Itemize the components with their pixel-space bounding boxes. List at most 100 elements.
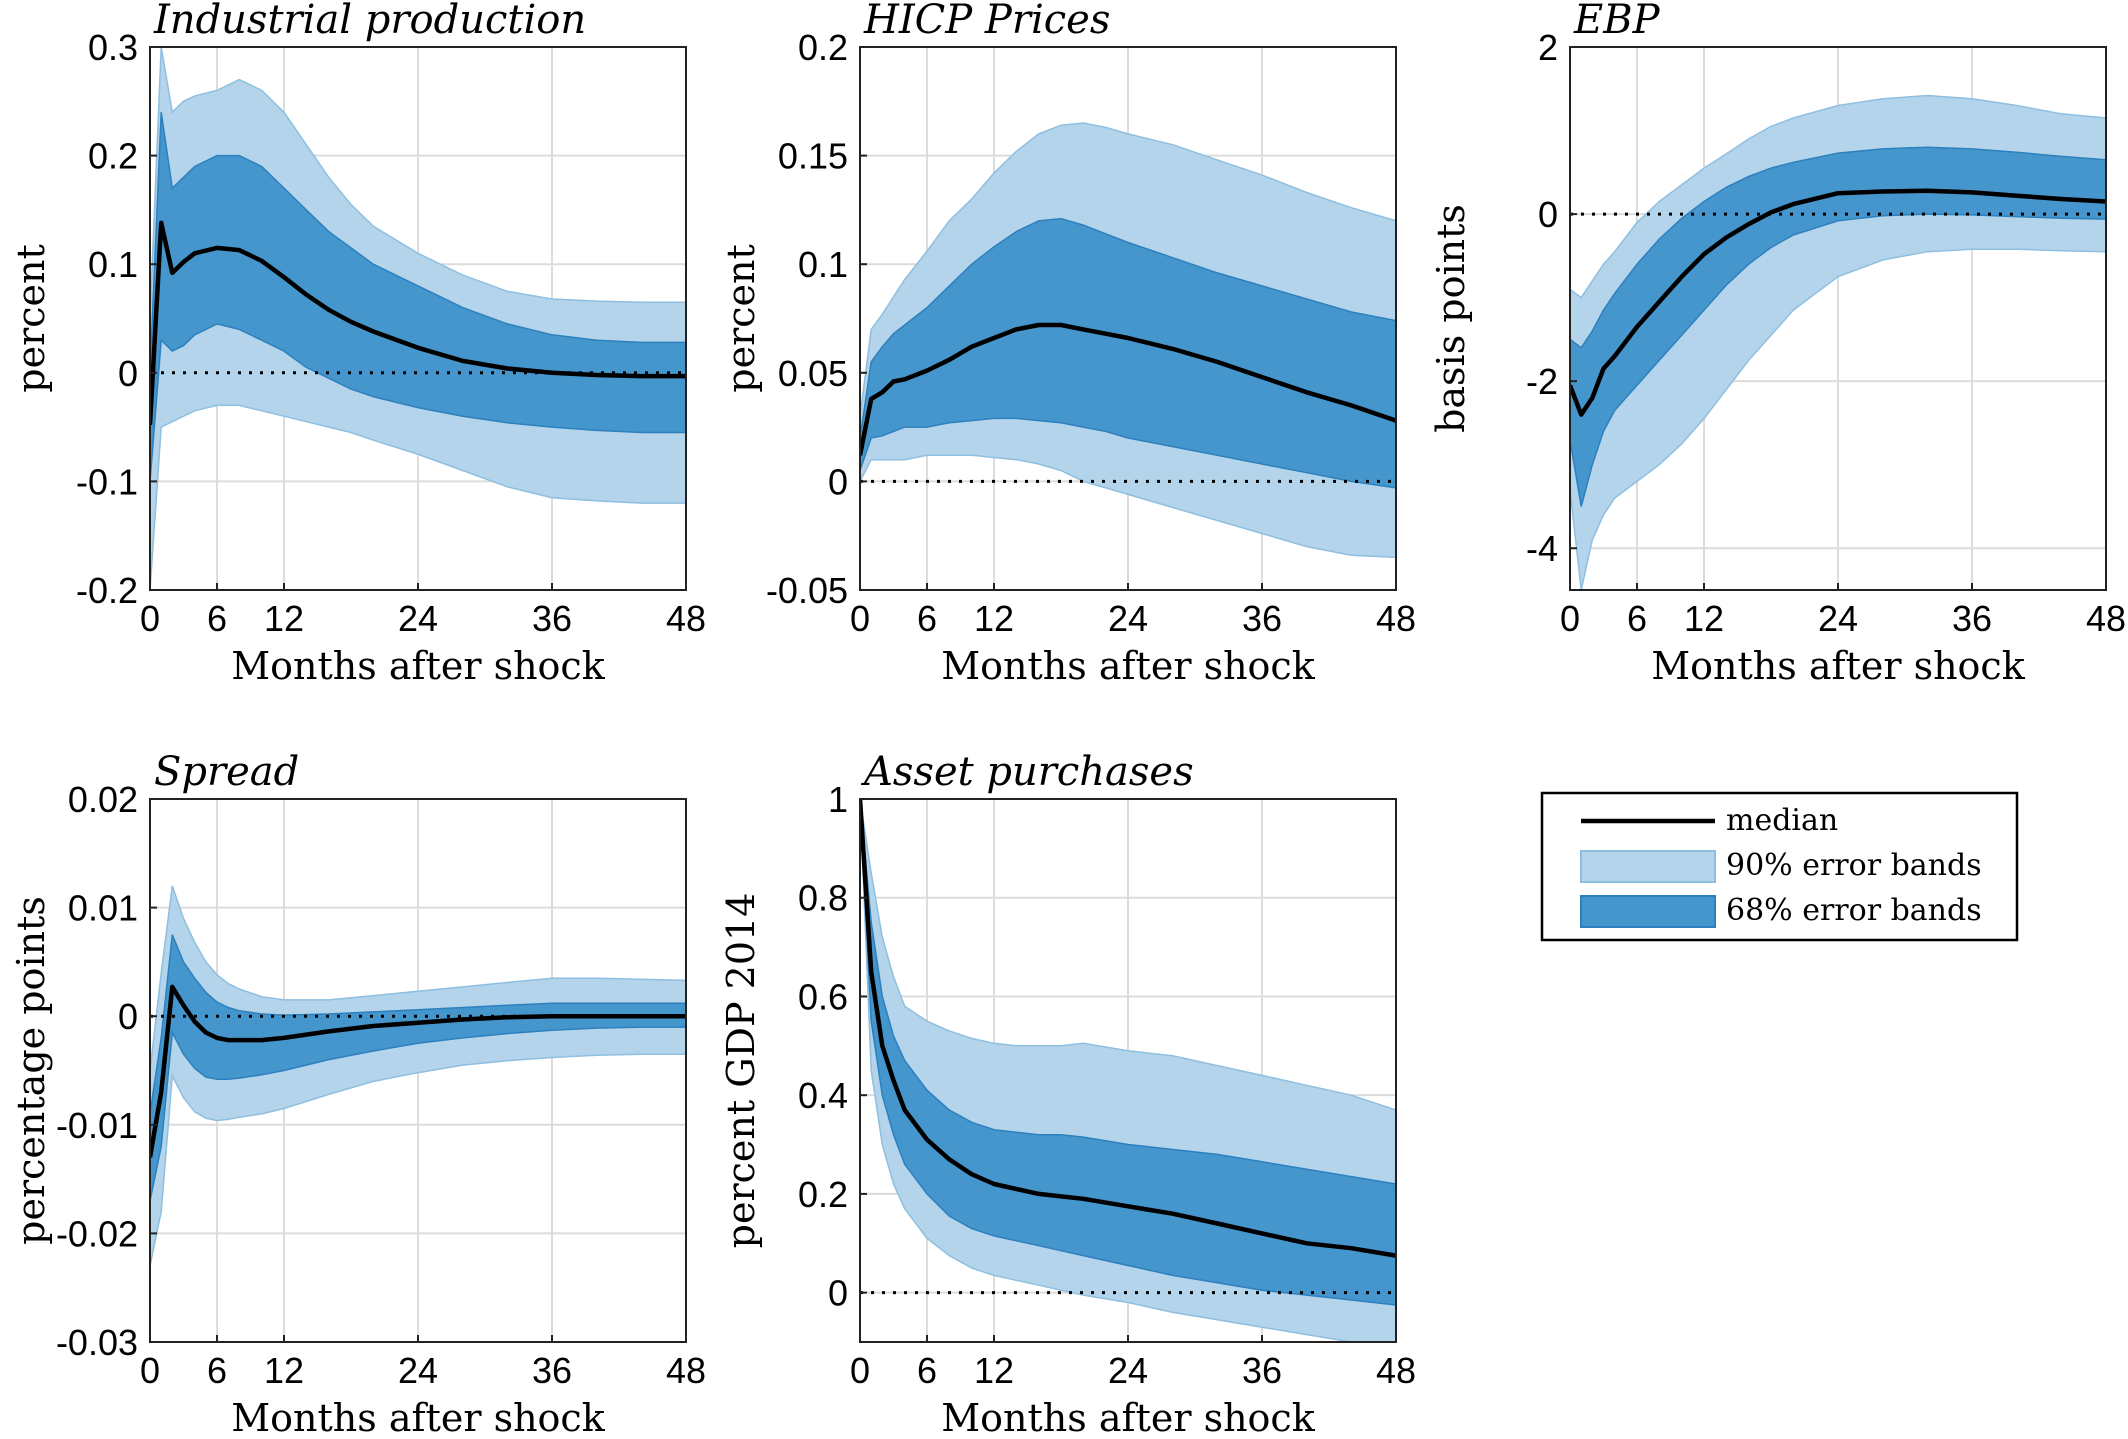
- y-axis-label: percentage points: [9, 896, 53, 1245]
- x-tick-label: 6: [1627, 598, 1647, 639]
- panel-spread: 0 6 12 24 36 48 -0.03 -0.02 -0.01 0 0.01 0.02 Spread…: [9, 749, 706, 1439]
- legend-band90-swatch: [1580, 850, 1716, 883]
- y-tick-label: 0.8: [798, 878, 848, 919]
- y-tick-label: 0.01: [68, 888, 138, 929]
- x-tick-label: 0: [850, 1350, 870, 1391]
- y-tick-label: -0.02: [56, 1213, 138, 1254]
- y-tick-label: 0.2: [88, 136, 138, 177]
- band-68: [860, 217, 1396, 489]
- median-line: [150, 984, 686, 1158]
- x-axis-label: Months after shock: [231, 1396, 605, 1439]
- y-tick-label: 0: [828, 461, 848, 502]
- legend-median-label: median: [1726, 803, 1838, 838]
- panel-title: Spread: [154, 749, 299, 795]
- panel-title: EBP: [1573, 0, 1661, 43]
- series-group: [860, 122, 1396, 559]
- y-tick-label: 0.1: [798, 244, 848, 285]
- y-tick-label: 0.02: [68, 779, 138, 820]
- y-tick-label: 0.2: [798, 1174, 848, 1215]
- x-tick-label: 24: [398, 598, 438, 639]
- y-tick-label: 0.05: [778, 353, 848, 394]
- y-axis-label: percent GDP 2014: [719, 893, 763, 1249]
- x-tick-label: 24: [1108, 598, 1148, 639]
- x-tick-label: 48: [666, 598, 706, 639]
- y-tick-label: 2: [1538, 27, 1558, 68]
- band-68: [150, 934, 686, 1201]
- x-tick-label: 48: [666, 1350, 706, 1391]
- y-tick-label: 0.15: [778, 136, 848, 177]
- x-tick-label: 0: [140, 1350, 160, 1391]
- x-axis-label: Months after shock: [231, 644, 605, 688]
- y-tick-label: -0.01: [56, 1105, 138, 1146]
- x-tick-label: 36: [532, 1350, 572, 1391]
- panel-asset-purchases: 0 6 12 24 36 48 0 0.2 0.4 0.6 0.8 1 Asset purchases M…: [719, 749, 1416, 1439]
- x-tick-label: 12: [974, 598, 1014, 639]
- x-tick-label: 36: [532, 598, 572, 639]
- y-tick-label: -4: [1526, 528, 1558, 569]
- median-line: [860, 322, 1396, 456]
- x-tick-label: 6: [207, 598, 227, 639]
- x-tick-label: 36: [1952, 598, 1992, 639]
- x-axis-label: Months after shock: [941, 1396, 1315, 1439]
- median-line: [150, 220, 686, 426]
- y-tick-label: 0.4: [798, 1075, 848, 1116]
- y-tick-label: -0.1: [76, 461, 138, 502]
- legend-band90-label: 90% error bands: [1726, 848, 1982, 883]
- x-tick-label: 12: [974, 1350, 1014, 1391]
- y-tick-label: 0: [828, 1273, 848, 1314]
- y-tick-label: 0: [1538, 194, 1558, 235]
- series-group: [860, 799, 1396, 1342]
- x-tick-label: 12: [1684, 598, 1724, 639]
- y-tick-label: 0.2: [798, 27, 848, 68]
- x-tick-label: 0: [140, 598, 160, 639]
- x-tick-label: 6: [207, 1350, 227, 1391]
- x-tick-label: 0: [850, 598, 870, 639]
- band-68: [860, 799, 1396, 1306]
- panel-title: Asset purchases: [860, 749, 1194, 795]
- series-group: [150, 885, 686, 1267]
- x-tick-label: 24: [1818, 598, 1858, 639]
- panel-industrial-production: 0 6 12 24 36 48 -0.2 -0.1 0 0.1 0.2 0.3 Industrial p…: [9, 0, 706, 688]
- x-tick-label: 48: [2086, 598, 2126, 639]
- y-tick-label: -2: [1526, 361, 1558, 402]
- x-tick-label: 24: [398, 1350, 438, 1391]
- series-group: [1570, 94, 2106, 590]
- x-tick-label: 0: [1560, 598, 1580, 639]
- band-68: [1570, 146, 2106, 507]
- legend-band68-swatch: [1580, 895, 1716, 928]
- band-90: [150, 885, 686, 1267]
- y-tick-label: -0.05: [766, 570, 848, 611]
- series-group: [150, 47, 686, 590]
- legend: median 90% error bands 68% error bands: [1540, 791, 2019, 942]
- y-tick-label: 0.6: [798, 976, 848, 1017]
- x-tick-label: 12: [264, 598, 304, 639]
- panel-ebp: 0 6 12 24 36 48 -4 -2 0 2 EBP Months after shock bas…: [1429, 0, 2126, 688]
- band-68: [150, 112, 686, 482]
- y-axis-label: percent: [719, 244, 763, 393]
- y-tick-label: 0.1: [88, 244, 138, 285]
- legend-band68-label: 68% error bands: [1726, 893, 1982, 928]
- x-tick-label: 48: [1376, 598, 1416, 639]
- y-tick-label: 0: [118, 353, 138, 394]
- x-tick-label: 6: [917, 598, 937, 639]
- median-line: [860, 799, 1396, 1258]
- x-tick-label: 12: [264, 1350, 304, 1391]
- y-axis-label: basis points: [1429, 204, 1473, 433]
- x-tick-label: 6: [917, 1350, 937, 1391]
- median-line: [1570, 188, 2106, 417]
- x-tick-label: 36: [1242, 598, 1282, 639]
- y-tick-label: 0: [118, 996, 138, 1037]
- y-axis-label: percent: [9, 244, 53, 393]
- y-tick-label: -0.03: [56, 1322, 138, 1363]
- y-tick-label: 0.3: [88, 27, 138, 68]
- x-axis-label: Months after shock: [1651, 644, 2025, 688]
- y-tick-label: 1: [828, 779, 848, 820]
- x-tick-label: 24: [1108, 1350, 1148, 1391]
- panel-title: Industrial production: [153, 0, 586, 43]
- x-tick-label: 48: [1376, 1350, 1416, 1391]
- x-tick-label: 36: [1242, 1350, 1282, 1391]
- panel-title: HICP Prices: [863, 0, 1110, 43]
